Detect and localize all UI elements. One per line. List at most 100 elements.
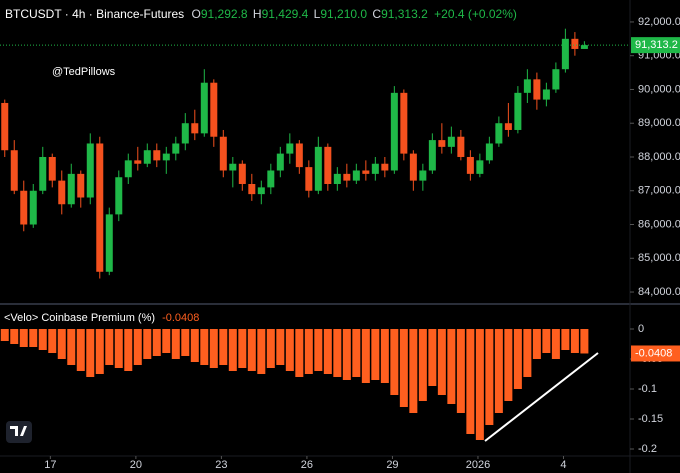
candle-body [580,45,588,49]
bar [561,329,570,350]
candle-body [352,170,360,181]
candle-body [333,173,341,184]
candle-body [115,177,123,215]
candle-body [542,89,550,100]
bar [380,329,389,383]
bar [456,329,465,413]
bar [95,329,104,374]
bar [390,329,399,395]
bar [162,329,171,353]
bar [67,329,76,365]
candle-body [324,146,332,184]
x-tick-label: 29 [386,459,398,471]
candle-body [476,160,484,174]
readout-key: H [253,7,262,21]
indicator-value: -0.0408 [162,312,199,324]
candle-body [305,167,313,191]
candle-body [124,160,132,178]
candle-body [162,153,170,161]
candle-body [172,143,180,154]
y-tick-label: 87,000.0 [638,185,680,197]
candle-body [77,173,85,198]
candle-body [419,170,427,181]
candle-body [295,143,303,168]
candle-body [495,123,503,144]
bar [29,329,38,347]
candle-body [400,92,408,154]
bar [143,329,152,359]
bar [238,329,247,368]
candle-body [561,38,569,70]
candle-body [219,136,227,171]
candle-body [485,143,493,161]
bar [209,329,218,368]
bar [114,329,123,368]
candle-body [86,143,94,198]
candle-body [571,38,579,49]
bar [295,329,304,377]
candle-body [314,146,322,191]
candle-body [39,156,47,191]
candle-body [200,82,208,134]
candle-body [10,150,18,191]
y-tick-label: 90,000.0 [638,83,680,95]
candle-body [466,156,474,174]
bar [57,329,66,359]
x-tick-label: 20 [130,459,142,471]
candle-body [447,136,455,147]
candle-body [409,153,417,181]
candle-body [371,163,379,174]
bar [124,329,133,371]
y-tick-label: 86,000.0 [638,218,680,230]
y-tick-label: -0.1 [638,383,657,395]
bar [361,329,370,383]
candle-body [134,160,142,164]
current-value-label: -0.0408 [635,347,672,359]
bar [257,329,266,374]
candle-body [20,190,28,225]
bar [285,329,294,371]
bar [133,329,142,365]
bar [371,329,380,380]
bar [551,329,560,359]
bar [418,329,427,401]
bar [523,329,532,377]
header: BTCUSDT · 4h · Binance-Futures O91,292.8… [5,7,517,21]
candle-body [48,156,56,181]
bar [409,329,418,413]
candle-body [381,163,389,171]
y-tick-label: -0.15 [638,413,663,425]
y-tick-label: 0 [638,323,644,335]
y-tick-label: -0.2 [638,443,657,455]
candle-body [276,153,284,171]
candle-body [105,214,113,272]
bar [314,329,323,371]
bar [247,329,256,371]
bar [152,329,161,356]
candle-body [153,150,161,161]
candle-body [191,123,199,134]
tv-logo [6,421,32,443]
bar [532,329,541,359]
candle-body [343,173,351,181]
bar [105,329,114,365]
bar [200,329,209,365]
bar [48,329,57,353]
bar [428,329,437,386]
indicator-title: <Velo> Coinbase Premium (%) [4,312,155,324]
y-tick-label: 84,000.0 [638,286,680,298]
y-tick-label: 89,000.0 [638,117,680,129]
bar [437,329,446,395]
candle-body [457,136,465,157]
candle-body [1,102,9,151]
logo-bg [6,421,32,443]
candle-body [362,170,370,174]
bar [228,329,237,371]
indicator-header: <Velo> Coinbase Premium (%) -0.0408 [4,312,199,324]
y-tick-label: 85,000.0 [638,252,680,264]
last-price-label: 91,313.2 [635,39,678,51]
x-tick-label: 23 [215,459,227,471]
bar [0,329,9,341]
bar [447,329,456,404]
symbol-title: BTCUSDT · 4h · Binance-Futures [5,7,184,21]
